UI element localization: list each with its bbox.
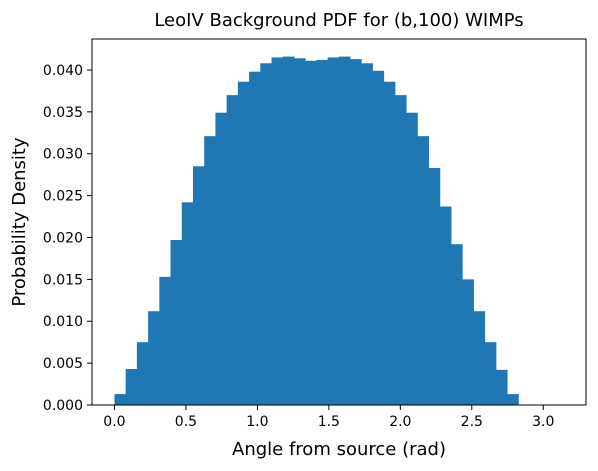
histogram-bar	[439, 206, 452, 405]
y-tick-label: 0.000	[43, 398, 83, 414]
y-tick-label: 0.035	[43, 105, 83, 121]
plot-frame	[91, 38, 587, 406]
x-axis-ticks: 0.0 0.5 1.0 1.5 2.0 2.5 3.0	[103, 405, 554, 430]
y-tick-label: 0.025	[43, 189, 83, 205]
x-tick-label: 2.0	[389, 414, 411, 430]
x-tick-label: 1.5	[318, 414, 340, 430]
y-tick-label: 0.010	[43, 314, 83, 330]
histogram-bar	[383, 81, 396, 405]
histogram-bar	[170, 240, 183, 405]
histogram-bar	[136, 342, 149, 405]
histogram-bar	[282, 56, 295, 405]
y-axis-ticks: 0.000 0.005 0.010 0.015 0.020 0.025 0.030 0.035…	[43, 63, 92, 414]
histogram-bar	[305, 60, 317, 405]
histogram-bar	[316, 59, 329, 406]
histogram-bar	[271, 57, 284, 405]
histogram-bar	[249, 71, 261, 406]
y-tick-label: 0.015	[43, 272, 83, 288]
x-tick-label: 2.5	[461, 414, 483, 430]
histogram-bar	[495, 369, 508, 405]
y-tick-label: 0.040	[43, 63, 83, 79]
histogram-bar	[406, 112, 418, 405]
y-axis-label: Probability Density	[9, 137, 30, 307]
histogram-bar	[327, 57, 340, 405]
histogram-bar	[181, 202, 194, 405]
y-tick-label: 0.005	[43, 356, 83, 372]
x-tick-label: 0.5	[175, 414, 197, 430]
histogram-bar	[372, 70, 385, 406]
chart-title: LeoIV Background PDF for (b,100) WIMPs	[154, 10, 523, 31]
histogram-bar	[428, 167, 441, 405]
y-tick-label: 0.020	[43, 230, 83, 246]
histogram-bar	[507, 394, 519, 405]
bars-group	[114, 56, 519, 406]
histogram-bar	[361, 63, 373, 405]
x-tick-label: 0.0	[103, 414, 125, 430]
y-tick-label: 0.030	[43, 147, 83, 163]
histogram-bar	[484, 342, 497, 405]
histogram-bar	[204, 136, 216, 405]
histogram-bar	[394, 95, 407, 406]
histogram-bar	[293, 58, 306, 406]
histogram-bar	[350, 59, 362, 406]
histogram-bar	[192, 166, 205, 405]
x-axis-label: Angle from source (rad)	[232, 439, 446, 460]
histogram-bar	[114, 394, 127, 405]
histogram-bar	[338, 56, 351, 405]
histogram-bar	[215, 112, 228, 405]
x-tick-label: 3.0	[532, 414, 554, 430]
histogram-bar	[237, 81, 250, 405]
histogram-bar	[125, 368, 138, 405]
x-tick-label: 1.0	[246, 414, 268, 430]
histogram-bar	[462, 279, 474, 405]
histogram-bar	[148, 311, 160, 405]
histogram-bar	[417, 136, 430, 405]
histogram-bar	[260, 63, 272, 405]
histogram-bar	[159, 276, 171, 405]
histogram-bar	[451, 244, 463, 405]
histogram-bar	[473, 311, 486, 405]
histogram-bar	[226, 95, 239, 406]
